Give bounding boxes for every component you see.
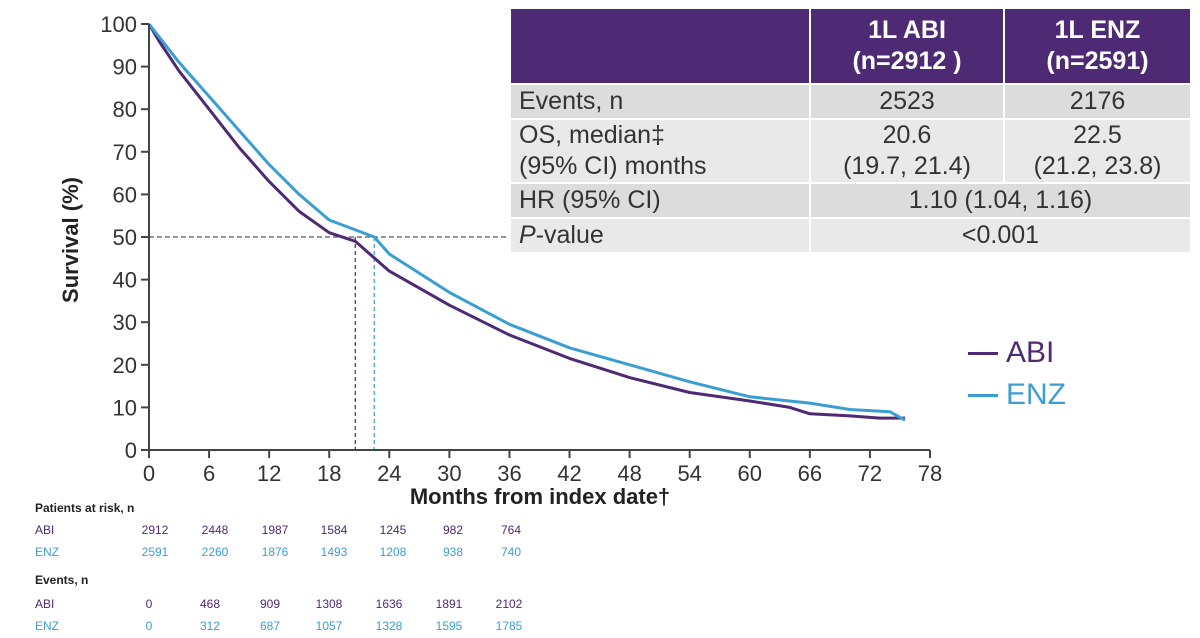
summary-row-pvalue: P-value <0.001 xyxy=(509,217,1192,254)
y-tick-label: 10 xyxy=(113,395,137,420)
summary-header-abi: 1L ABI (n=2912 ) xyxy=(809,7,1005,85)
events-heading: Events, n xyxy=(35,573,89,587)
y-tick-label: 60 xyxy=(113,182,137,207)
x-tick-label: 0 xyxy=(143,461,155,486)
risk-value: 1208 xyxy=(379,545,407,559)
risk-value: 938 xyxy=(442,545,464,559)
x-tick-label: 66 xyxy=(798,461,822,486)
legend-label-abi: ABI xyxy=(1006,336,1055,369)
events-row-abi: ABI 0 468 909 1308 1636 1891 2102 xyxy=(35,597,595,613)
risk-value: 468 xyxy=(199,597,221,611)
at-risk-row-abi: ABI 2912 2448 1987 1584 1245 982 764 xyxy=(35,523,595,539)
risk-value: 312 xyxy=(199,619,221,633)
legend-swatch-abi xyxy=(968,351,998,355)
summary-header-corner xyxy=(509,7,811,85)
pvalue-label-italic: P xyxy=(519,221,536,249)
at-risk-heading: Patients at risk, n xyxy=(35,501,135,515)
y-tick-label: 50 xyxy=(113,225,137,250)
summary-value-hr: 1.10 (1.04, 1.16) xyxy=(809,182,1192,219)
summary-value-abi: 20.6 (19.7, 21.4) xyxy=(809,118,1005,184)
events-row-enz: ENZ 0 312 687 1057 1328 1595 1785 xyxy=(35,619,595,635)
summary-label: HR (95% CI) xyxy=(509,182,811,219)
x-tick-label: 24 xyxy=(377,461,401,486)
y-tick-label: 0 xyxy=(125,438,137,463)
risk-value: 1057 xyxy=(315,619,343,633)
y-tick-label: 80 xyxy=(113,97,137,122)
risk-value: 1876 xyxy=(261,545,289,559)
risk-value: 2912 xyxy=(141,523,169,537)
summary-header-enz: 1L ENZ (n=2591) xyxy=(1003,7,1192,85)
risk-value: 1493 xyxy=(320,545,348,559)
x-tick-label: 12 xyxy=(257,461,281,486)
risk-value: 0 xyxy=(145,597,153,611)
x-tick-label: 42 xyxy=(557,461,581,486)
risk-row-label: ENZ xyxy=(35,619,59,633)
risk-value: 687 xyxy=(259,619,281,633)
risk-value: 1328 xyxy=(375,619,403,633)
risk-value: 0 xyxy=(145,619,153,633)
risk-row-label: ABI xyxy=(35,523,55,537)
series-line-abi xyxy=(147,23,905,420)
y-tick-label: 90 xyxy=(113,55,137,80)
y-axis-title: Survival (%) xyxy=(58,177,83,303)
risk-value: 2260 xyxy=(201,545,229,559)
legend-label-enz: ENZ xyxy=(1006,378,1066,411)
summary-label: OS, median‡ (95% CI) months xyxy=(509,118,811,184)
summary-label: P-value xyxy=(509,217,811,254)
y-tick-label: 40 xyxy=(113,268,137,293)
legend-item-enz: ENZ xyxy=(968,378,1066,412)
risk-value: 2448 xyxy=(201,523,229,537)
summary-value-abi: 2523 xyxy=(809,83,1005,120)
legend-item-abi: ABI xyxy=(968,336,1054,370)
risk-value: 1584 xyxy=(320,523,348,537)
at-risk-row-enz: ENZ 2591 2260 1876 1493 1208 938 740 xyxy=(35,545,595,561)
x-tick-label: 54 xyxy=(677,461,701,486)
risk-value: 1785 xyxy=(495,619,523,633)
risk-row-label: ABI xyxy=(35,597,55,611)
risk-value: 2102 xyxy=(495,597,523,611)
risk-value: 1245 xyxy=(379,523,407,537)
x-tick-label: 60 xyxy=(738,461,762,486)
summary-label: Events, n xyxy=(509,83,811,120)
x-tick-label: 30 xyxy=(437,461,461,486)
risk-value: 740 xyxy=(500,545,522,559)
summary-table: 1L ABI (n=2912 ) 1L ENZ (n=2591) Events,… xyxy=(509,7,1192,254)
y-tick-label: 70 xyxy=(113,140,137,165)
summary-row-events: Events, n 2523 2176 xyxy=(509,83,1192,120)
legend-swatch-enz xyxy=(968,393,998,397)
y-tick-label: 20 xyxy=(113,353,137,378)
risk-value: 1308 xyxy=(315,597,343,611)
risk-value: 909 xyxy=(259,597,281,611)
summary-value-pvalue: <0.001 xyxy=(809,217,1192,254)
x-tick-label: 48 xyxy=(617,461,641,486)
x-tick-label: 36 xyxy=(497,461,521,486)
x-tick-label: 6 xyxy=(203,461,215,486)
x-tick-label: 78 xyxy=(918,461,942,486)
risk-value: 1595 xyxy=(435,619,463,633)
x-tick-label: 72 xyxy=(858,461,882,486)
x-tick-label: 18 xyxy=(317,461,341,486)
summary-header-row: 1L ABI (n=2912 ) 1L ENZ (n=2591) xyxy=(509,7,1192,85)
risk-value: 1636 xyxy=(375,597,403,611)
series-line-enz xyxy=(147,23,906,422)
risk-value: 764 xyxy=(500,523,522,537)
y-tick-label: 100 xyxy=(100,12,137,37)
x-axis-title: Months from index date† xyxy=(410,484,670,509)
risk-value: 1891 xyxy=(435,597,463,611)
summary-value-enz: 22.5 (21.2, 23.8) xyxy=(1003,118,1192,184)
summary-row-os: OS, median‡ (95% CI) months 20.6 (19.7, … xyxy=(509,118,1192,184)
risk-value: 2591 xyxy=(141,545,169,559)
risk-row-label: ENZ xyxy=(35,545,59,559)
summary-row-hr: HR (95% CI) 1.10 (1.04, 1.16) xyxy=(509,182,1192,219)
risk-value: 1987 xyxy=(261,523,289,537)
y-tick-label: 30 xyxy=(113,310,137,335)
risk-value: 982 xyxy=(442,523,464,537)
summary-value-enz: 2176 xyxy=(1003,83,1192,120)
